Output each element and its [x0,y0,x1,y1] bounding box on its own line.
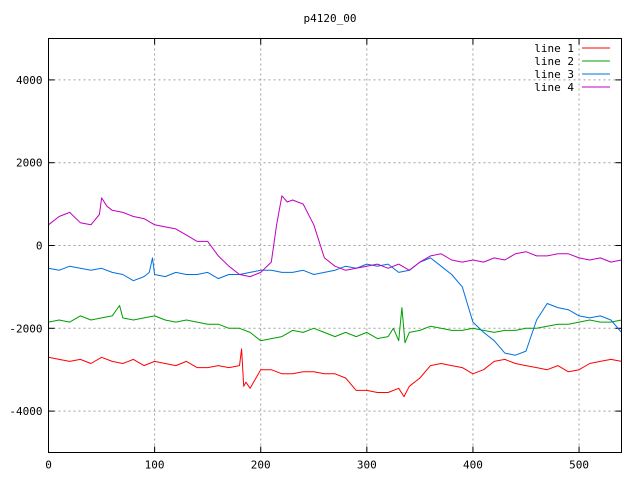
series-line-1 [48,348,622,398]
x-tick-label: 400 [463,459,483,472]
x-tick-label: 300 [357,459,377,472]
legend-label: line 2 [534,55,574,68]
chart-title: p4120_00 [304,12,357,25]
x-tick-label: 500 [569,459,589,472]
legend-label: line 1 [534,42,574,55]
y-tick-label: 2000 [16,157,43,170]
y-tick-label: -2000 [9,322,42,335]
legend-label: line 4 [534,81,574,94]
series-line-2 [48,305,622,344]
x-tick-label: 0 [45,459,52,472]
y-tick-label: 4000 [16,74,43,87]
y-tick-label: -4000 [9,405,42,418]
plot-frame [48,38,622,453]
axis-ticks: 0 100 200 300 400 500 -4000 -2000 0 2000 4000 [9,38,622,472]
legend-label: line 3 [534,68,574,81]
series-line-3 [48,257,622,356]
series-lines [48,195,622,398]
grid [48,38,622,453]
y-tick-label: 0 [36,240,43,253]
x-tick-label: 200 [251,459,271,472]
series-line-4 [48,195,622,278]
x-tick-label: 100 [145,459,165,472]
